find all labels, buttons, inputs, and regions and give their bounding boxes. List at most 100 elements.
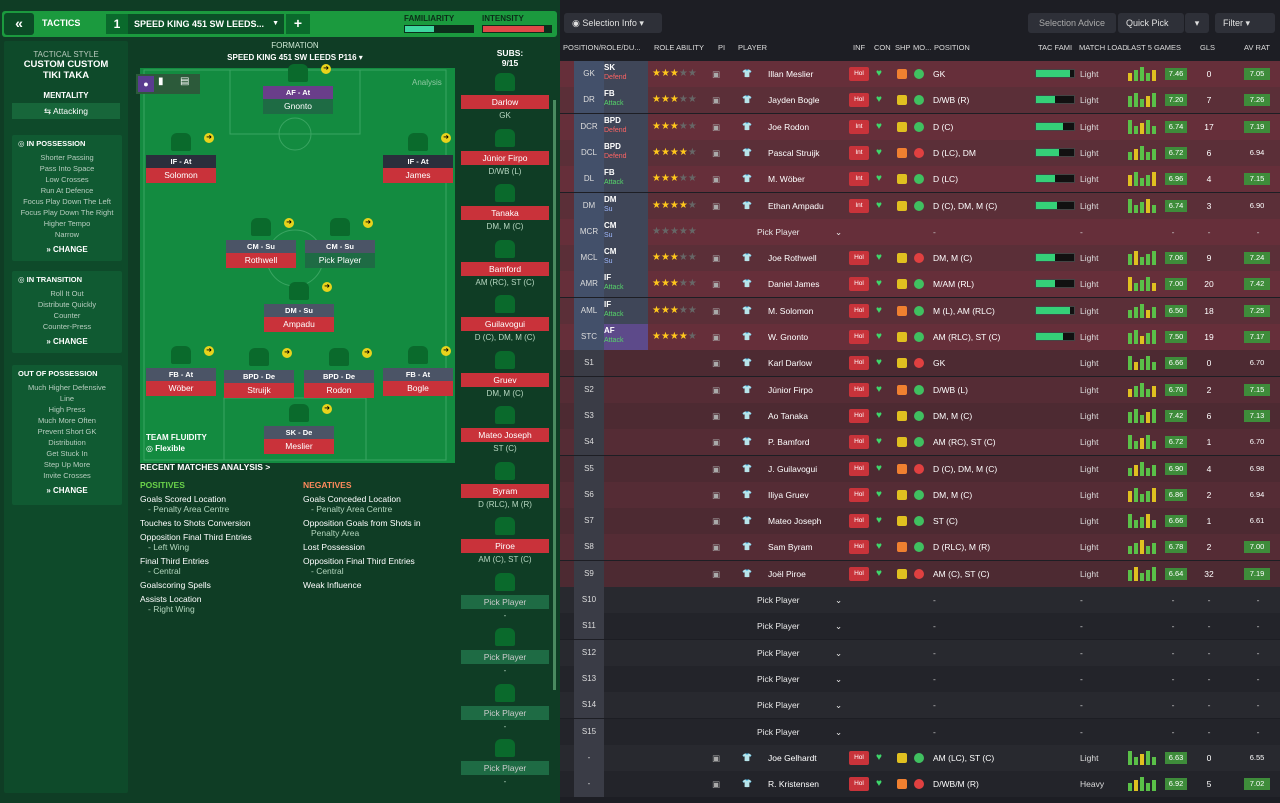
quick-pick-button[interactable]: Quick Pick (1118, 13, 1184, 33)
squad-row[interactable]: S5 ▣ 👕 J. Guilavogui Hol ♥ D (C), DM, M (C) Lig… (560, 455, 1280, 482)
player-name-label[interactable]: James (383, 168, 453, 183)
role-duty-dropdown[interactable]: CM Su (604, 218, 648, 245)
squad-row[interactable]: S8 ▣ 👕 Sam Byram Hol ♥ D (RLC), M (R) Light 6.78… (560, 534, 1280, 561)
pick-player-dropdown[interactable]: Pick Player (757, 673, 800, 684)
player-name[interactable]: Joe Gelhardt (768, 752, 817, 763)
squad-row[interactable]: S15 Pick Player ⌄ - - - - - (560, 718, 1280, 745)
sub-player-name[interactable]: Pick Player (461, 650, 549, 664)
pitch-player-card[interactable]: CM - Su Rothwell (226, 240, 296, 268)
squad-row[interactable]: S13 Pick Player ⌄ - - - - - (560, 665, 1280, 692)
player-name-label[interactable]: Wöber (146, 381, 216, 396)
player-role-label[interactable]: BPD - De (224, 370, 294, 383)
player-info-icon[interactable]: ● (138, 76, 154, 92)
squad-row[interactable]: S9 ▣ 👕 Joël Piroe Hol ♥ AM (C), ST (C) Light 6.6… (560, 560, 1280, 587)
pitch-player-card[interactable]: FB - At Bogle (383, 368, 453, 396)
squad-row[interactable]: S4 ▣ 👕 P. Bamford Hol ♥ AM (RC), ST (C) Light 6.… (560, 429, 1280, 456)
player-instruction-icon[interactable]: ➜ (322, 404, 332, 414)
squad-row[interactable]: DCR BPD Defend ★★★★★ ▣ 👕 Joe Rodon Int ♥ D (C) Lig… (560, 113, 1280, 140)
player-instruction-icon[interactable]: ➜ (363, 218, 373, 228)
column-header[interactable]: PLAYER (738, 43, 768, 52)
pitch-player-card[interactable]: FB - At Wöber (146, 368, 216, 396)
sub-player-card[interactable]: Darlow GK (461, 95, 549, 120)
player-name-label[interactable]: Solomon (146, 168, 216, 183)
sub-player-card[interactable]: Pick Player - (461, 761, 549, 786)
tactic-name-dropdown[interactable]: SPEED KING 451 SW LEEDS... ▼ (128, 14, 284, 34)
analysis-item[interactable]: Goals Conceded Location - Penalty Area Ce… (303, 494, 463, 514)
sub-player-name[interactable]: Piroe (461, 539, 549, 553)
pitch-player-card[interactable]: BPD - De Struijk (224, 370, 294, 398)
sub-player-card[interactable]: Mateo Joseph ST (C) (461, 428, 549, 453)
sub-player-card[interactable]: Pick Player - (461, 650, 549, 675)
sub-player-name[interactable]: Bamford (461, 261, 549, 276)
analysis-item[interactable]: Opposition Final Third Entries - Central (303, 556, 463, 576)
sub-player-name[interactable]: Pick Player (461, 594, 549, 609)
selection-info-dropdown[interactable]: ◉ Selection Info ▾ (564, 13, 662, 33)
analysis-item[interactable]: Opposition Final Third Entries - Left Win… (140, 532, 300, 552)
player-name-label[interactable]: Struijk (224, 383, 294, 398)
column-header[interactable]: POSITION (934, 43, 970, 52)
pick-player-dropdown[interactable]: Pick Player (757, 621, 800, 632)
player-instruction-icon[interactable]: ➜ (322, 282, 332, 292)
tactical-style-name[interactable]: CUSTOM CUSTOM TIKI TAKA (23, 59, 109, 81)
player-role-label[interactable]: SK - De (264, 426, 334, 439)
sub-player-name[interactable]: Pick Player (461, 761, 549, 775)
pitch-player-card[interactable]: IF - At Solomon (146, 155, 216, 183)
sub-player-name[interactable]: Mateo Joseph (461, 428, 549, 442)
sub-player-name[interactable]: Guilavogui (461, 317, 549, 331)
subs-scrollbar[interactable] (553, 100, 556, 690)
squad-row[interactable]: GK SK Defend ★★★★★ ▣ 👕 Illan Meslier Hol ♥ GK Ligh… (560, 61, 1280, 87)
player-name-label[interactable]: Ampadu (264, 317, 334, 332)
squad-row[interactable]: - ▣ 👕 Joe Gelhardt Hol ♥ AM (LC), ST (C) Light 6… (560, 744, 1280, 771)
column-header[interactable]: AV RAT (1244, 43, 1270, 52)
role-duty-dropdown[interactable]: AF Attack (604, 324, 648, 350)
squad-row[interactable]: S7 ▣ 👕 Mateo Joseph Hol ♥ ST (C) Light 6.66 1 6.61 (560, 508, 1280, 535)
column-header[interactable]: TAC FAMI (1038, 43, 1073, 52)
player-role-label[interactable]: IF - At (383, 155, 453, 168)
player-role-label[interactable]: AF - At (263, 86, 333, 99)
add-tactic-button[interactable]: + (286, 14, 310, 34)
analysis-item[interactable]: Assists Location - Right Wing (140, 594, 300, 614)
player-role-label[interactable]: DM - Su (264, 304, 334, 317)
player-role-label[interactable]: BPD - De (304, 370, 374, 383)
sub-player-name[interactable]: Tanaka (461, 206, 549, 220)
squad-row[interactable]: S3 ▣ 👕 Ao Tanaka Hol ♥ DM, M (C) Light 7.42 6 7.13 (560, 402, 1280, 429)
squad-row[interactable]: AMR IF Attack ★★★★★ ▣ 👕 Daniel James Hol ♥ M/AM (… (560, 271, 1280, 298)
player-name-label[interactable]: Pick Player (305, 253, 375, 268)
sub-player-card[interactable]: Pick Player - (461, 705, 549, 731)
column-header[interactable]: GLS (1200, 43, 1216, 52)
quick-pick-menu-button[interactable]: ▾ (1185, 13, 1209, 33)
pick-player-dropdown[interactable]: Pick Player (757, 595, 800, 605)
squad-row[interactable]: DL FB Attack ★★★★★ ▣ 👕 M. Wöber Int ♥ D (LC) Light… (560, 166, 1280, 193)
analysis-item[interactable]: Goals Scored Location - Penalty Area Cent… (140, 494, 300, 514)
role-duty-dropdown[interactable]: CM Su (604, 245, 648, 272)
sub-player-card[interactable]: Gruev DM, M (C) (461, 372, 549, 398)
player-role-label[interactable]: CM - Su (226, 240, 296, 253)
column-header[interactable]: POSITION/ROLE/DU... (563, 43, 641, 52)
player-name[interactable]: Joël Piroe (768, 568, 806, 579)
analysis-item[interactable]: Weak Influence (303, 580, 463, 590)
player-name[interactable]: J. Guilavogui (768, 463, 818, 474)
player-name[interactable]: W. Gnonto (768, 332, 809, 342)
mentality-dropdown[interactable]: ⇆ Attacking (12, 103, 120, 119)
player-role-label[interactable]: CM - Su (305, 240, 375, 253)
player-instruction-icon[interactable]: ➜ (362, 348, 372, 358)
sub-player-name[interactable]: Júnior Firpo (461, 150, 549, 165)
sub-player-card[interactable]: Bamford AM (RC), ST (C) (461, 261, 549, 287)
pitch-player-card[interactable]: AF - At Gnonto (263, 86, 333, 114)
player-name[interactable]: Joe Rodon (768, 121, 810, 132)
selection-advice-button[interactable]: Selection Advice (1028, 13, 1116, 33)
squad-row[interactable]: S2 ▣ 👕 Júnior Firpo Hol ♥ D/WB (L) Light 6.70 2 7.… (560, 376, 1280, 403)
squad-row[interactable]: DCL BPD Defend ★★★★★ ▣ 👕 Pascal Struijk Int ♥ D (… (560, 139, 1280, 166)
player-instruction-icon[interactable]: ➜ (441, 133, 451, 143)
sub-player-card[interactable]: Piroe AM (C), ST (C) (461, 539, 549, 564)
role-duty-dropdown[interactable]: IF Attack (604, 297, 648, 324)
pitch-player-card[interactable]: BPD - De Rodon (304, 370, 374, 398)
player-instruction-icon[interactable]: ➜ (204, 346, 214, 356)
familiarity-meter[interactable] (404, 25, 474, 33)
analysis-item[interactable]: Goalscoring Spells (140, 580, 300, 590)
analysis-item[interactable]: Final Third Entries - Central (140, 556, 300, 576)
column-header[interactable]: ROLE ABILITY (654, 43, 705, 52)
pitch-player-card[interactable]: IF - At James (383, 155, 453, 183)
player-name[interactable]: M. Solomon (768, 305, 814, 316)
player-name[interactable]: R. Kristensen (768, 779, 820, 790)
